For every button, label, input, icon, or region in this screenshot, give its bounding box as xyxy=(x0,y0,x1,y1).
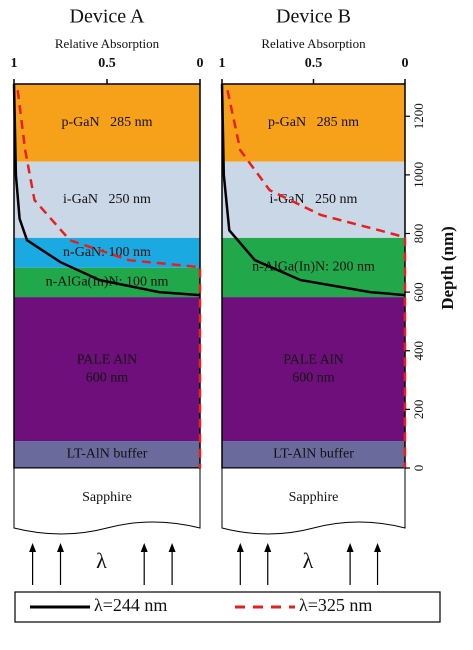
substrate xyxy=(13,467,201,535)
panel-title: Device A xyxy=(70,6,146,28)
layer xyxy=(222,441,405,468)
incident-label: λ xyxy=(303,548,314,573)
layer-label: p-GaN 285 nm xyxy=(268,115,359,130)
legend-label: λ=325 nm xyxy=(299,595,372,615)
y-tick-label: 1200 xyxy=(411,103,426,129)
arrow-head xyxy=(140,543,148,552)
layer-label: i-GaN 250 nm xyxy=(63,192,151,207)
layer xyxy=(222,297,405,442)
arrow-head xyxy=(374,543,382,552)
y-axis-label: Depth (nm) xyxy=(438,226,457,310)
arrow-head xyxy=(57,543,64,552)
substrate-label: Sapphire xyxy=(289,490,339,505)
arrow-head xyxy=(29,543,37,552)
x-tick-label: 0 xyxy=(197,56,204,71)
y-tick-label: 0 xyxy=(411,465,426,472)
y-tick-label: 400 xyxy=(411,341,426,361)
x-tick-label: 0 xyxy=(402,56,409,71)
x-tick-label: 1 xyxy=(11,56,18,71)
substrate-label: Sapphire xyxy=(82,490,132,505)
arrow-head xyxy=(346,543,354,552)
absorption-curve xyxy=(226,89,407,468)
substrate xyxy=(221,467,406,535)
layer xyxy=(14,84,200,162)
x-axis-label: Relative Absorption xyxy=(55,36,160,51)
layer xyxy=(14,297,200,442)
panel-title: Device B xyxy=(276,6,351,28)
x-tick-label: 0.5 xyxy=(98,56,116,71)
absorption-curve xyxy=(12,83,201,297)
y-tick-label: 600 xyxy=(411,282,426,302)
arrow-head xyxy=(264,543,272,552)
layer-label: LT-AlN buffer xyxy=(67,447,148,462)
layer xyxy=(222,237,405,298)
legend-label: λ=244 nm xyxy=(94,595,167,615)
x-tick-label: 1 xyxy=(219,56,226,71)
layer xyxy=(222,161,405,238)
absorption-curve xyxy=(220,83,406,297)
layer-label: PALE AlN xyxy=(283,352,344,367)
layer-label: 600 nm xyxy=(86,370,129,385)
layer xyxy=(14,441,200,468)
y-tick-label: 200 xyxy=(411,400,426,420)
layer-label: p-GaN 285 nm xyxy=(62,115,153,130)
incident-label: λ xyxy=(96,548,107,573)
x-axis-label: Relative Absorption xyxy=(261,36,366,51)
y-tick-label: 800 xyxy=(411,224,426,244)
arrow-head xyxy=(236,543,244,552)
layer-label: 600 nm xyxy=(292,370,335,385)
x-tick-label: 0.5 xyxy=(305,56,323,71)
layer xyxy=(222,84,405,162)
absorption-curve xyxy=(16,90,202,468)
arrow-head xyxy=(168,543,176,552)
layer-label: LT-AlN buffer xyxy=(273,447,354,462)
layer-label: PALE AlN xyxy=(77,352,138,367)
y-tick-label: 1000 xyxy=(411,162,426,188)
layer xyxy=(14,161,200,238)
layer-label: i-GaN 250 nm xyxy=(270,192,358,207)
